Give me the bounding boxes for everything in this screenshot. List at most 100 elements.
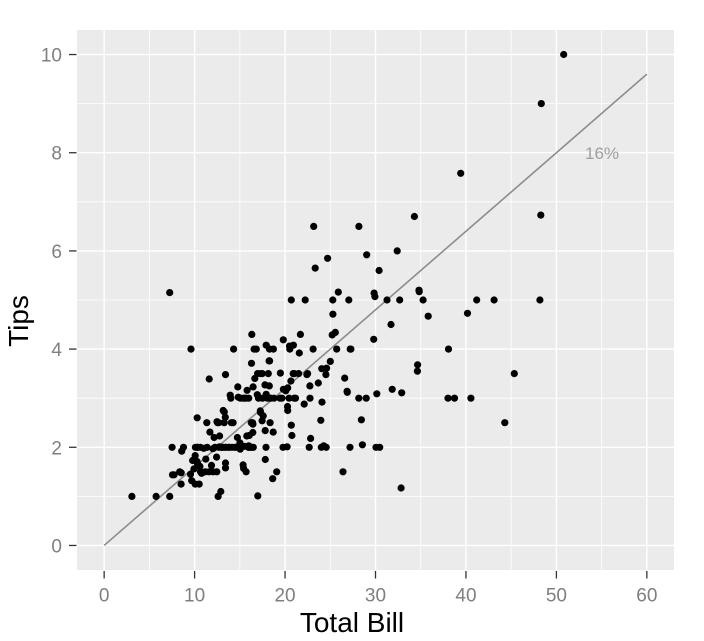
data-point [424, 312, 432, 320]
data-point [388, 385, 396, 393]
data-point [249, 428, 257, 437]
data-point [537, 100, 545, 108]
data-point [249, 383, 257, 391]
y-tick-label: 4 [51, 340, 62, 361]
data-point [373, 390, 381, 398]
data-point [289, 370, 297, 378]
data-point [221, 464, 230, 472]
data-point [187, 345, 195, 353]
y-tick-label: 0 [51, 536, 62, 557]
data-point [176, 468, 184, 476]
data-point [370, 335, 378, 343]
data-point [276, 394, 284, 402]
data-point [220, 408, 228, 416]
data-point [152, 492, 160, 500]
data-point [413, 367, 421, 375]
data-point [393, 247, 401, 255]
data-point [233, 433, 241, 442]
y-tick-label: 6 [51, 242, 62, 263]
data-point [341, 374, 349, 382]
data-point [288, 431, 296, 440]
data-point [190, 465, 198, 473]
data-point [227, 394, 235, 402]
data-point [318, 398, 326, 406]
data-point [450, 394, 459, 402]
x-tick-label: 20 [274, 586, 295, 607]
data-point [196, 462, 204, 470]
y-tick-label: 8 [51, 144, 62, 165]
data-point [287, 421, 295, 429]
data-point [262, 443, 270, 451]
data-point [326, 357, 334, 365]
data-point [256, 407, 264, 415]
data-point [261, 427, 269, 435]
data-point [254, 492, 262, 500]
data-point [296, 330, 304, 338]
data-point [269, 345, 277, 353]
data-point [191, 443, 199, 451]
data-point [363, 251, 371, 259]
data-point [221, 413, 229, 421]
data-point [250, 345, 258, 353]
data-point [345, 296, 353, 304]
data-point [355, 394, 363, 402]
data-point [231, 443, 239, 451]
data-point [329, 296, 337, 304]
data-point [279, 336, 287, 344]
data-point [343, 387, 351, 395]
data-point [242, 468, 250, 476]
data-point [279, 443, 287, 451]
data-point [510, 370, 518, 378]
data-point [463, 309, 472, 317]
data-point [490, 296, 498, 304]
data-point [396, 296, 404, 304]
data-point [285, 394, 293, 402]
data-point [207, 461, 216, 469]
data-point [213, 468, 221, 476]
data-point [189, 456, 197, 465]
data-point [202, 455, 210, 463]
y-tick-label: 2 [51, 438, 62, 459]
x-tick-label: 50 [546, 586, 567, 607]
data-point [328, 331, 336, 339]
data-point [203, 419, 211, 427]
data-point [215, 419, 223, 427]
data-point [168, 443, 176, 451]
data-point [193, 414, 201, 422]
data-point [258, 370, 266, 378]
data-point [536, 296, 544, 304]
data-point [457, 169, 465, 177]
data-point [240, 442, 248, 450]
data-point [213, 453, 221, 461]
data-point [317, 443, 325, 451]
data-point [324, 254, 332, 262]
data-point [258, 394, 267, 402]
data-point [287, 377, 295, 385]
data-point [303, 371, 311, 379]
data-point [218, 443, 226, 451]
data-point [203, 443, 211, 451]
data-point [334, 288, 342, 296]
data-point [265, 357, 273, 365]
data-point [537, 211, 545, 219]
data-point [210, 433, 218, 442]
data-point [314, 379, 322, 387]
data-point [170, 471, 178, 479]
data-point [311, 264, 319, 272]
data-point [397, 484, 405, 492]
data-point [333, 345, 341, 353]
data-point [177, 480, 185, 488]
data-point [247, 359, 256, 367]
data-point [370, 289, 378, 297]
data-point [290, 394, 298, 402]
data-point [339, 468, 347, 476]
data-point [191, 480, 199, 488]
data-point [220, 419, 228, 427]
data-point [243, 386, 251, 394]
data-point [216, 432, 224, 440]
data-point [306, 394, 314, 402]
data-point [307, 434, 315, 442]
data-point [309, 345, 317, 353]
data-point [166, 492, 174, 500]
